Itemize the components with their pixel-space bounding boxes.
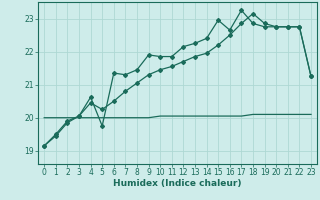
X-axis label: Humidex (Indice chaleur): Humidex (Indice chaleur) <box>113 179 242 188</box>
